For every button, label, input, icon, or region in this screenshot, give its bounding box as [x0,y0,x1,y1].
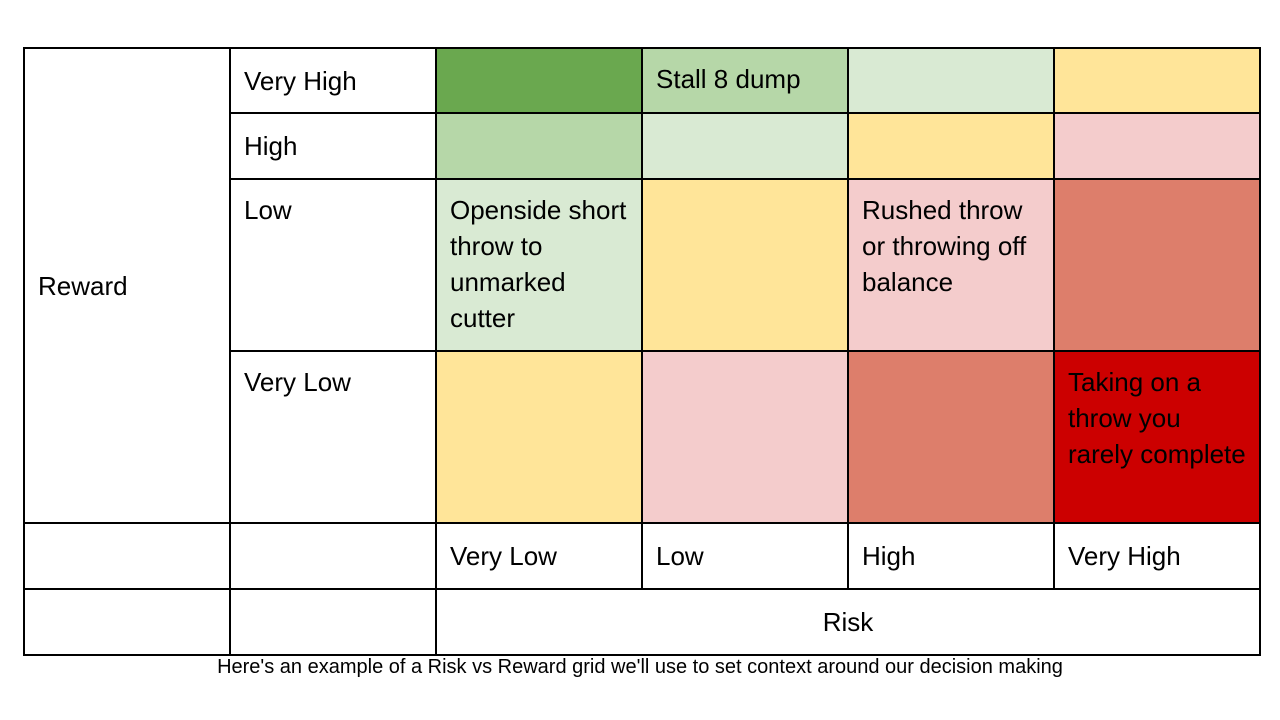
grid-cell [641,178,849,352]
grid-cell [435,47,643,114]
risk-level-very-low: Very Low [435,522,643,590]
grid-cell [435,112,643,180]
grid-cell [1053,47,1261,114]
reward-axis-label: Reward [23,47,231,524]
risk-level-high: High [847,522,1055,590]
empty-cell [229,522,437,590]
empty-cell [23,522,231,590]
grid-cell [847,112,1055,180]
caption: Here's an example of a Risk vs Reward gr… [217,656,1063,678]
grid-cell [847,350,1055,524]
risk-level-low: Low [641,522,849,590]
empty-cell [229,588,437,656]
grid-cell: Stall 8 dump [641,47,849,114]
grid-cell [641,350,849,524]
grid-cell [641,112,849,180]
reward-level-high: High [229,112,437,180]
grid-cell [435,350,643,524]
grid-cell [847,47,1055,114]
empty-cell [23,588,231,656]
risk-reward-grid: Reward Very High Stall 8 dump High Low O… [23,47,1261,656]
risk-level-very-high: Very High [1053,522,1261,590]
reward-level-very-low: Very Low [229,350,437,524]
reward-level-very-high: Very High [229,47,437,114]
grid-cell [1053,112,1261,180]
risk-axis-label: Risk [435,588,1261,656]
grid-cell: Taking on a throw you rarely complete [1053,350,1261,524]
grid-cell: Openside short throw to unmarked cutter [435,178,643,352]
grid-cell: Rushed throw or throwing off balance [847,178,1055,352]
grid-cell [1053,178,1261,352]
reward-level-low: Low [229,178,437,352]
